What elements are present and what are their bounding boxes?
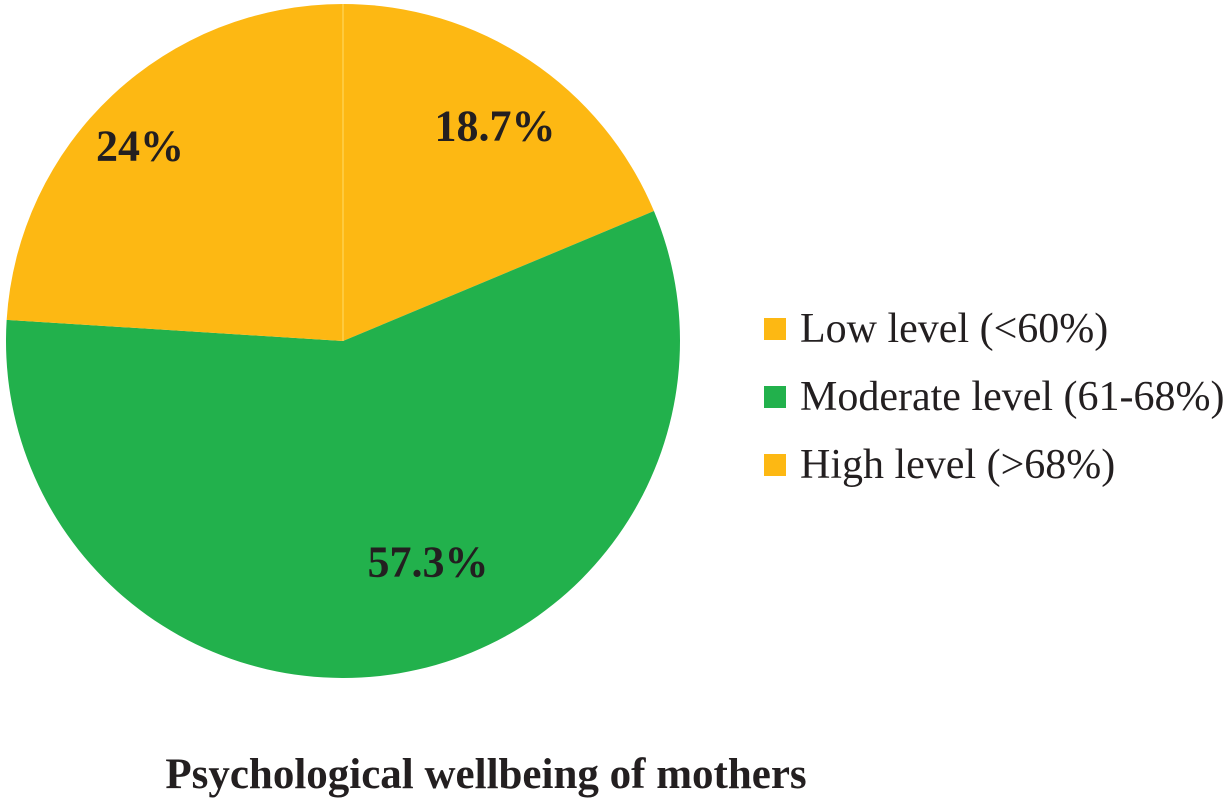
- legend-label: High level (>68%): [800, 442, 1116, 488]
- slice-value-label-high-level-68: 24%: [96, 122, 184, 171]
- legend-item-moderate-level-61-68: Moderate level (61-68%): [764, 363, 1225, 431]
- legend-color-swatch: [764, 386, 786, 408]
- pie-slice-high-level-68: [6, 4, 343, 341]
- legend-color-swatch: [764, 318, 786, 340]
- slice-value-label-low-level-60: 18.7%: [435, 102, 556, 151]
- pie-slice-moderate-level-61-68: [5, 211, 680, 678]
- slice-value-label-moderate-level-61-68: 57.3%: [368, 538, 489, 587]
- legend-color-swatch: [764, 454, 786, 476]
- chart-legend: Low level (<60%) Moderate level (61-68%) H…: [764, 295, 1225, 499]
- legend-label: Moderate level (61-68%): [800, 374, 1225, 420]
- pie-slice-low-level-60: [343, 4, 654, 341]
- chart-title: Psychological wellbeing of mothers: [165, 751, 807, 798]
- legend-item-low-level-60: Low level (<60%): [764, 295, 1225, 363]
- legend-label: Low level (<60%): [800, 306, 1109, 352]
- legend-item-high-level-68: High level (>68%): [764, 431, 1225, 499]
